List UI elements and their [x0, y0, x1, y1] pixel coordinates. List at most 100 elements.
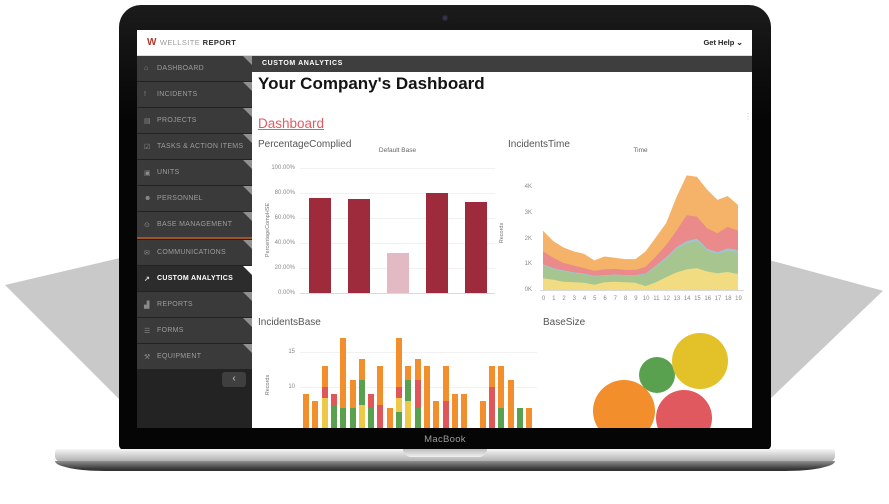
chart3-bar-segment[interactable] [498, 366, 505, 408]
chart3-bar-segment[interactable] [303, 394, 309, 428]
chart1-bar[interactable] [464, 201, 487, 293]
chart3-bar-segment[interactable] [396, 338, 402, 387]
chart3-bar-segment[interactable] [340, 338, 347, 408]
chart3-bar-segment[interactable] [358, 359, 365, 380]
chart3-bar-segment[interactable] [414, 359, 421, 380]
chart2-xtick: 12 [663, 296, 670, 302]
sidebar-item-forms[interactable]: ☰ FORMS [137, 318, 252, 343]
chart3-bar-segment[interactable] [516, 408, 523, 428]
sidebar-item-custom-analytics[interactable]: ↗ CUSTOM ANALYTICS [137, 266, 252, 291]
chart3-bar-segment[interactable] [489, 387, 495, 428]
chart2-xtick: 5 [593, 296, 597, 302]
chart3-bar-segment[interactable] [405, 401, 412, 428]
sidebar-item-personnel[interactable]: ☻ PERSONNEL [137, 186, 252, 211]
chart2-area-svg[interactable] [540, 170, 744, 291]
chart3-bar-segment[interactable] [414, 380, 421, 408]
chart1-baseline [300, 293, 495, 294]
sidebar-collapse-button[interactable]: ‹ [222, 372, 246, 387]
chart3-bar-segment[interactable] [451, 394, 458, 428]
chart2-xtick: 19 [735, 296, 742, 302]
sidebar-item-equipment[interactable]: ⚒ EQUIPMENT [137, 344, 252, 369]
line-chart-icon: ↗ [144, 275, 151, 283]
sidebar-item-projects[interactable]: ▤ PROJECTS [137, 108, 252, 133]
sidebar-item-dashboard[interactable]: ⌂ DASHBOARD [137, 56, 252, 81]
chart3-bar-segment[interactable] [330, 404, 337, 428]
chart1-ytick: 0.00% [277, 290, 295, 296]
brand-name-bold: REPORT [202, 38, 237, 47]
sidebar-item-communications[interactable]: ✉ COMMUNICATIONS [137, 240, 252, 265]
chart3-bar-segment[interactable] [507, 380, 514, 428]
chart1-ytick: 100.00% [271, 165, 295, 171]
chart3-bar-segment[interactable] [396, 397, 402, 412]
get-help-menu[interactable]: Get Help ⌄ [703, 30, 743, 55]
chart3-bar-segment[interactable] [526, 408, 533, 428]
app-screen: W WELLSITE REPORT Get Help ⌄ ⌂ DASHBOARD! IN… [137, 30, 752, 428]
page-header: CUSTOM ANALYTICS [252, 56, 752, 72]
sidebar-item-label: DASHBOARD [157, 65, 205, 72]
chart3-bar-segment[interactable] [405, 366, 412, 380]
scrollbar-dots[interactable]: ⋮ [744, 112, 752, 121]
chart3-bar-segment[interactable] [423, 366, 430, 428]
chart3-bar-segment[interactable] [414, 408, 421, 428]
chart3-ylabel: Records [265, 374, 271, 396]
chart3-bar-segment[interactable] [396, 411, 402, 428]
chart3-bar-segment[interactable] [340, 408, 347, 428]
chart4-bubble-green[interactable] [639, 357, 675, 393]
chart3-ytick: 10 [288, 384, 295, 390]
fold-corner [243, 344, 252, 353]
sidebar-item-incidents[interactable]: ! INCIDENTS [137, 82, 252, 107]
chart3-bar-segment[interactable] [321, 397, 328, 428]
dashboard-link[interactable]: Dashboard [258, 116, 325, 131]
sidebar-item-tasks-action-items[interactable]: ☑ TASKS & ACTION ITEMS [137, 134, 252, 159]
chart2-area-yellow[interactable] [543, 268, 738, 290]
sidebar-item-base-management[interactable]: ⊙ BASE MANAGEMENT [137, 212, 252, 237]
chart2-xtick: 11 [653, 296, 660, 302]
chart3-bar-segment[interactable] [396, 387, 402, 398]
chart3-bar-segment[interactable] [442, 366, 449, 401]
chart2-xtick: 4 [582, 296, 587, 302]
chart3-bar-segment[interactable] [321, 366, 328, 387]
chevron-down-icon: ⌄ [736, 38, 743, 47]
chart1-bar[interactable] [308, 198, 331, 293]
chart4-bubble-red[interactable] [656, 390, 712, 428]
chart3-bar-segment[interactable] [489, 366, 495, 387]
chart2-baseline [540, 290, 744, 291]
chart3-bar-segment[interactable] [358, 404, 365, 428]
chart3-bar-segment[interactable] [442, 401, 449, 428]
chart3-bar-segment[interactable] [405, 380, 412, 401]
chart2-ytick: 4K [524, 184, 532, 190]
chart3-bar-segment[interactable] [330, 394, 337, 405]
chart3-bar-segment[interactable] [461, 394, 468, 428]
chart2-ytick: 0K [524, 287, 532, 293]
sidebar-item-label: BASE MANAGEMENT [157, 221, 233, 228]
chart1-bar[interactable] [425, 193, 448, 293]
chart1-ylabel: PercentageCompHSE [265, 202, 271, 258]
chart3-bar-segment[interactable] [349, 380, 356, 408]
home-icon: ⌂ [144, 65, 149, 72]
chart3-bar-segment[interactable] [377, 404, 384, 428]
chart2-xtick: 18 [724, 296, 732, 302]
chart3-bar-segment[interactable] [312, 401, 319, 428]
chart2-xtick: 8 [623, 296, 628, 302]
fold-corner [243, 82, 252, 91]
chart3-bar-segment[interactable] [433, 401, 440, 428]
sidebar-item-units[interactable]: ▣ UNITS [137, 160, 252, 185]
sidebar-item-reports[interactable]: ▟ REPORTS [137, 292, 252, 317]
chart3-bar-segment[interactable] [386, 408, 393, 428]
chart3-bar-segment[interactable] [368, 394, 375, 408]
chart3-bar-segment[interactable] [321, 387, 328, 398]
chart4-bubble-yellow[interactable] [672, 333, 728, 389]
chart3-bar-segment[interactable] [368, 408, 375, 428]
chart3-bar-segment[interactable] [479, 401, 486, 428]
clipboard-icon: ☰ [144, 327, 151, 335]
get-help-label: Get Help [703, 38, 735, 47]
alert-icon: ! [144, 91, 147, 98]
fold-corner [243, 212, 252, 221]
chart3-bar-segment[interactable] [377, 366, 384, 405]
chart-title-incidents-base: IncidentsBase [258, 317, 321, 328]
chart1-bar[interactable] [386, 253, 409, 293]
chart3-bar-segment[interactable] [349, 408, 356, 428]
chart3-bar-segment[interactable] [358, 380, 365, 405]
chart1-bar[interactable] [347, 199, 370, 293]
chart3-bar-segment[interactable] [498, 408, 505, 428]
